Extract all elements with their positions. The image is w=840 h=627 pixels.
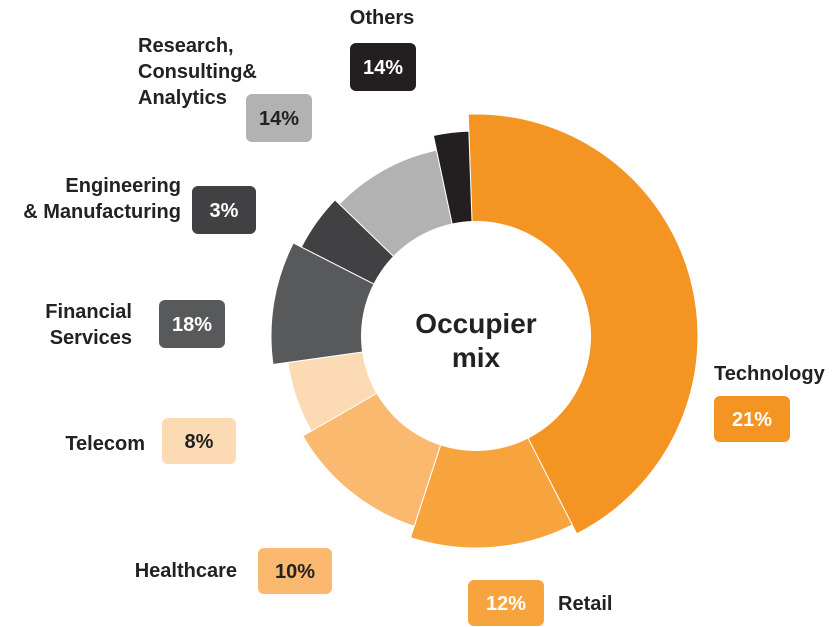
value-badge-telecom [162,418,236,464]
value-badge-research-consulting-analytics [246,94,312,142]
value-label-healthcare: 10% [275,561,315,583]
value-label-financial-services: 18% [172,314,212,336]
value-label-others: 14% [363,57,403,79]
center-label-line-2: mix [452,342,501,373]
value-badge-engineering-manufacturing [192,186,256,234]
category-label-telecom: Telecom [65,433,145,455]
value-label-technology: 21% [732,409,772,431]
chart-labels: 21% Technology 12% Retail 10% Healthcare 8% Tel… [23,7,826,626]
value-badge-financial-services [159,300,225,348]
donut-hole [361,221,591,451]
category-label-research-consulting-analytics: Research, Consulting& Analytics [138,35,257,109]
category-label-engineering-manufacturing: Engineering & Manufacturing [23,175,181,223]
value-label-research-consulting-analytics: 14% [259,108,299,130]
category-label-financial-services: Financial Services [45,301,132,349]
value-label-engineering-manufacturing: 3% [210,200,239,222]
value-badge-others [350,43,416,91]
category-label-others: Others [350,7,414,29]
value-badge-retail [468,580,544,626]
value-label-retail: 12% [486,593,526,615]
category-label-technology: Technology [714,363,826,385]
value-badge-healthcare [258,548,332,594]
center-label-line-1: Occupier [415,308,536,339]
category-label-retail: Retail [558,593,612,615]
value-label-telecom: 8% [185,431,214,453]
category-label-healthcare: Healthcare [135,560,237,582]
value-badge-technology [714,396,790,442]
